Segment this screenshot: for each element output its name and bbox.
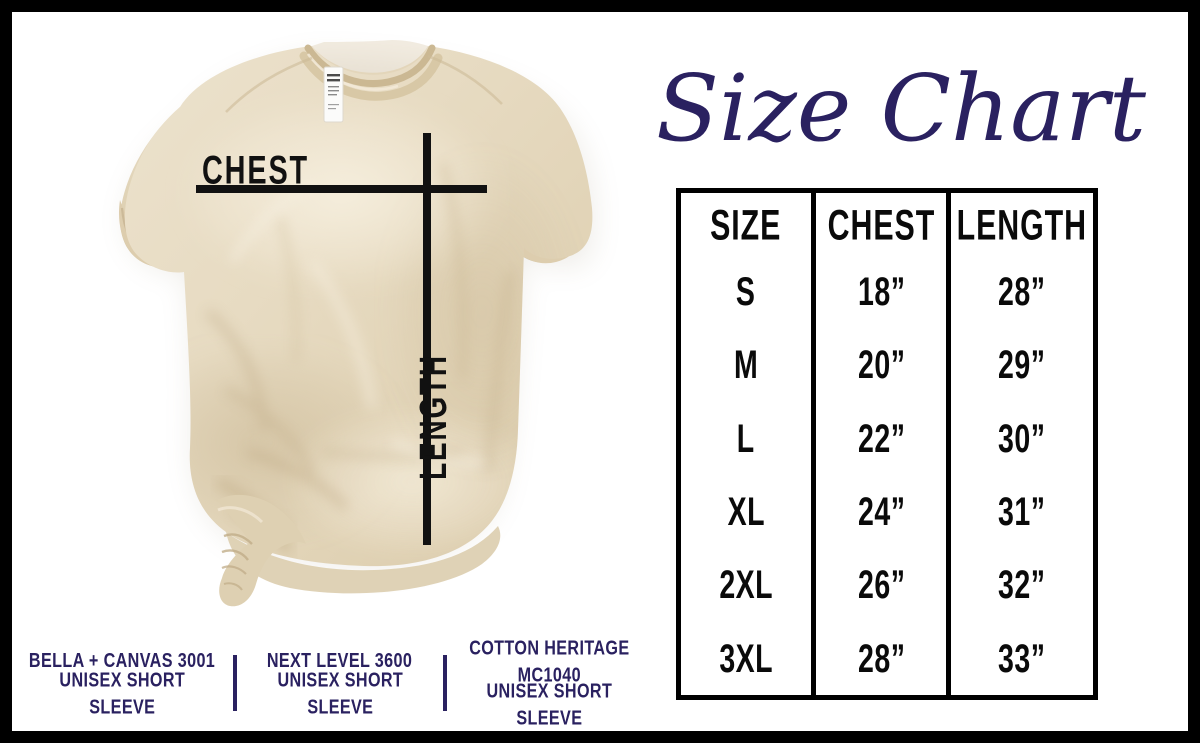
- table-cell-chest-s: 18”: [857, 268, 905, 315]
- table-cell-chest-l: 22”: [857, 415, 905, 462]
- neck-tag-icon: [323, 66, 344, 123]
- garment-style-desc-0: UNISEX SHORT SLEEVE: [59, 668, 186, 719]
- table-header-length-text: LENGTH: [957, 199, 1088, 249]
- table-header-size-text: SIZE: [710, 199, 782, 249]
- table-header-chest: CHEST: [816, 193, 946, 255]
- chest-measure-label: CHEST: [202, 147, 310, 193]
- footer-divider-2: [443, 655, 448, 711]
- tshirt-graphic: [118, 40, 595, 607]
- table-cell-chest-2xl: 26”: [857, 562, 905, 608]
- table-column-length: LENGTH 28” 29” 30” 31” 32” 33”: [946, 193, 1093, 695]
- footer-divider-1: [232, 655, 237, 711]
- garment-style-bella-canvas: BELLA + CANVAS 3001 UNISEX SHORT SLEEVE: [12, 649, 233, 718]
- table-cell-size-3xl: 3XL: [719, 635, 773, 682]
- length-measure-line: [423, 133, 431, 545]
- table-cell-size-xl: XL: [727, 488, 765, 535]
- garment-styles-footer: BELLA + CANVAS 3001 UNISEX SHORT SLEEVE …: [12, 636, 652, 729]
- table-cell-length-3xl: 33”: [998, 635, 1046, 682]
- table-column-size: SIZE S M L XL 2XL 3XL: [681, 193, 811, 695]
- table-cell-size-2xl: 2XL: [719, 562, 773, 608]
- table-header-length: LENGTH: [951, 193, 1093, 255]
- page-title: Size Chart: [655, 55, 1147, 162]
- table-cell-length-m: 29”: [998, 342, 1046, 388]
- table-cell-size-m: M: [733, 342, 759, 388]
- tshirt-body: [124, 46, 593, 594]
- table-cell-size-s: S: [736, 268, 756, 315]
- table-cell-length-xl: 31”: [998, 488, 1046, 535]
- garment-style-desc-1: UNISEX SHORT SLEEVE: [277, 668, 403, 719]
- garment-style-next-level: NEXT LEVEL 3600 UNISEX SHORT SLEEVE: [237, 649, 444, 718]
- table-cell-size-l: L: [737, 415, 756, 462]
- garment-style-name-1: NEXT LEVEL 3600: [267, 649, 413, 673]
- table-column-chest: CHEST 18” 20” 22” 24” 26” 28”: [811, 193, 946, 695]
- tshirt-illustration: CHEST LENGTH: [12, 12, 652, 622]
- table-header-size: SIZE: [681, 193, 811, 255]
- garment-style-desc-2: UNISEX SHORT SLEEVE: [486, 679, 613, 730]
- garment-style-name-0: BELLA + CANVAS 3001: [29, 649, 216, 673]
- table-cell-chest-xl: 24”: [857, 488, 905, 535]
- chest-measure-line: [196, 185, 487, 193]
- table-cell-length-s: 28”: [998, 268, 1046, 315]
- length-measure-label: LENGTH: [412, 354, 456, 480]
- size-chart-canvas: CHEST LENGTH Size Chart SIZE S M L XL 2X…: [12, 12, 1188, 731]
- garment-style-name-2: COTTON HERITAGE MC1040: [469, 635, 630, 686]
- size-table: SIZE S M L XL 2XL 3XL CHEST 18” 20”: [676, 188, 1098, 700]
- table-cell-length-l: 30”: [998, 415, 1046, 462]
- table-header-chest-text: CHEST: [827, 199, 935, 249]
- tshirt-knot: [217, 494, 306, 607]
- table-cell-chest-3xl: 28”: [857, 635, 905, 682]
- garment-style-cotton-heritage: COTTON HERITAGE MC1040 UNISEX SHORT SLEE…: [447, 636, 652, 729]
- table-cell-chest-m: 20”: [857, 342, 905, 388]
- table-cell-length-2xl: 32”: [998, 562, 1046, 608]
